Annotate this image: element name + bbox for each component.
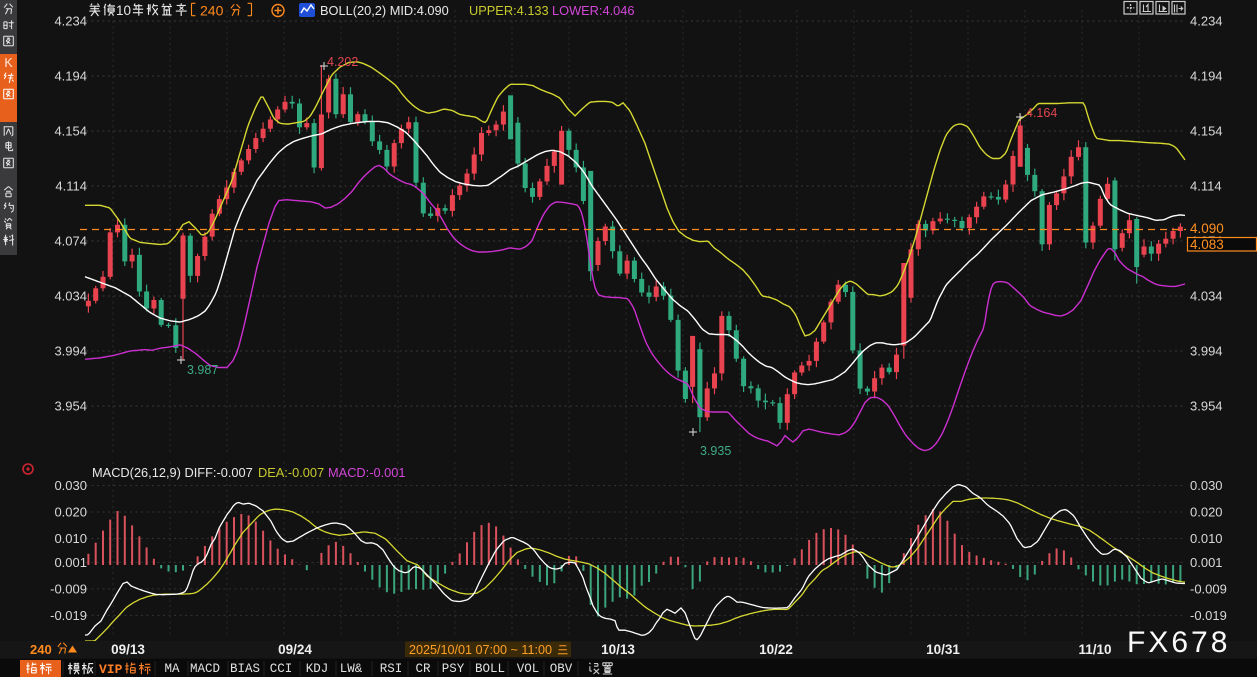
svg-text:LW&: LW& bbox=[340, 662, 363, 676]
svg-text:MACD:-0.001: MACD:-0.001 bbox=[328, 465, 406, 480]
svg-text:3.954: 3.954 bbox=[54, 399, 87, 414]
svg-text:0.010: 0.010 bbox=[1190, 531, 1223, 546]
svg-text:240: 240 bbox=[200, 3, 224, 19]
svg-text:10/13: 10/13 bbox=[601, 642, 635, 657]
svg-text:CR: CR bbox=[415, 662, 431, 676]
svg-text:4.034: 4.034 bbox=[54, 289, 87, 304]
svg-text:BOLL: BOLL bbox=[475, 662, 505, 676]
svg-text:KDJ: KDJ bbox=[306, 662, 329, 676]
svg-text:4.194: 4.194 bbox=[54, 69, 87, 84]
svg-text:MA: MA bbox=[164, 662, 180, 676]
svg-text:BIAS: BIAS bbox=[230, 662, 260, 676]
svg-text:-0.009: -0.009 bbox=[1190, 581, 1227, 596]
svg-text:-0.019: -0.019 bbox=[1190, 608, 1227, 623]
svg-text:4.234: 4.234 bbox=[1190, 14, 1223, 29]
svg-text:CCI: CCI bbox=[270, 662, 293, 676]
svg-text:LOWER:4.046: LOWER:4.046 bbox=[552, 3, 635, 18]
svg-text:0.030: 0.030 bbox=[54, 478, 87, 493]
svg-text:0.001: 0.001 bbox=[54, 555, 87, 570]
svg-text:3.935: 3.935 bbox=[700, 444, 731, 458]
svg-text:4.034: 4.034 bbox=[1190, 289, 1223, 304]
svg-text:4.202: 4.202 bbox=[327, 55, 358, 69]
svg-text:0.010: 0.010 bbox=[54, 531, 87, 546]
svg-text:09/24: 09/24 bbox=[278, 642, 312, 657]
svg-text:RSI: RSI bbox=[380, 662, 403, 676]
svg-text:0.020: 0.020 bbox=[54, 505, 87, 520]
svg-text:K: K bbox=[4, 56, 13, 70]
svg-text:4.154: 4.154 bbox=[54, 124, 87, 139]
svg-text:3.954: 3.954 bbox=[1190, 399, 1223, 414]
svg-text:10/31: 10/31 bbox=[926, 642, 960, 657]
svg-text:DEA:-0.007: DEA:-0.007 bbox=[258, 465, 324, 480]
svg-text:BOLL(20,2) MID:4.090: BOLL(20,2) MID:4.090 bbox=[320, 3, 449, 18]
svg-text:VOL: VOL bbox=[517, 662, 540, 676]
svg-text:4.090: 4.090 bbox=[1190, 221, 1224, 236]
svg-text:4.114: 4.114 bbox=[55, 179, 87, 194]
svg-text:-0.009: -0.009 bbox=[50, 581, 87, 596]
svg-text:0.020: 0.020 bbox=[1190, 505, 1223, 520]
svg-text:-0.019: -0.019 bbox=[50, 608, 87, 623]
svg-text:0.001: 0.001 bbox=[1190, 555, 1223, 570]
svg-text:UPPER:4.133: UPPER:4.133 bbox=[469, 3, 549, 18]
svg-text:2025/10/01 07:00 ~ 11:00: 2025/10/01 07:00 ~ 11:00 bbox=[409, 643, 552, 657]
svg-text:0.030: 0.030 bbox=[1190, 478, 1223, 493]
svg-text:MACD: MACD bbox=[190, 662, 220, 676]
svg-text:4.234: 4.234 bbox=[54, 14, 87, 29]
svg-text:10: 10 bbox=[116, 3, 131, 18]
svg-text:3.994: 3.994 bbox=[1190, 344, 1223, 359]
svg-text:4.194: 4.194 bbox=[1190, 69, 1223, 84]
svg-text:240: 240 bbox=[30, 642, 52, 657]
svg-text:4.154: 4.154 bbox=[1190, 124, 1223, 139]
svg-text:VIP: VIP bbox=[99, 662, 123, 677]
svg-text:4.164: 4.164 bbox=[1026, 106, 1057, 120]
svg-text:4.114: 4.114 bbox=[1190, 179, 1222, 194]
svg-text:3.994: 3.994 bbox=[54, 344, 87, 359]
svg-text:10/22: 10/22 bbox=[759, 642, 793, 657]
svg-text:4.083: 4.083 bbox=[1190, 237, 1224, 252]
svg-text:OBV: OBV bbox=[550, 662, 573, 676]
svg-text:3.987: 3.987 bbox=[187, 363, 218, 377]
svg-text:11/10: 11/10 bbox=[1078, 642, 1111, 657]
svg-text:PSY: PSY bbox=[442, 662, 465, 676]
svg-text:09/13: 09/13 bbox=[111, 642, 145, 657]
svg-text:MACD(26,12,9) DIFF:-0.007: MACD(26,12,9) DIFF:-0.007 bbox=[92, 465, 253, 480]
svg-text:4.074: 4.074 bbox=[54, 234, 87, 249]
svg-text:FX678: FX678 bbox=[1127, 626, 1230, 659]
